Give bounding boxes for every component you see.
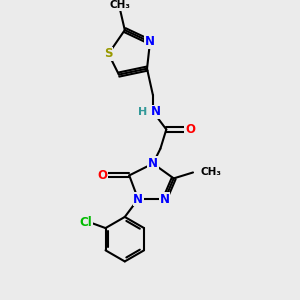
Text: N: N	[151, 105, 161, 118]
Text: S: S	[104, 47, 113, 60]
Text: N: N	[133, 193, 143, 206]
Text: Cl: Cl	[80, 216, 93, 229]
Text: N: N	[160, 193, 170, 206]
Text: O: O	[185, 123, 195, 136]
Text: O: O	[98, 169, 107, 182]
Text: H: H	[138, 106, 147, 117]
Text: CH₃: CH₃	[200, 167, 221, 178]
Text: N: N	[145, 35, 155, 48]
Text: N: N	[148, 157, 158, 170]
Text: CH₃: CH₃	[110, 1, 131, 10]
